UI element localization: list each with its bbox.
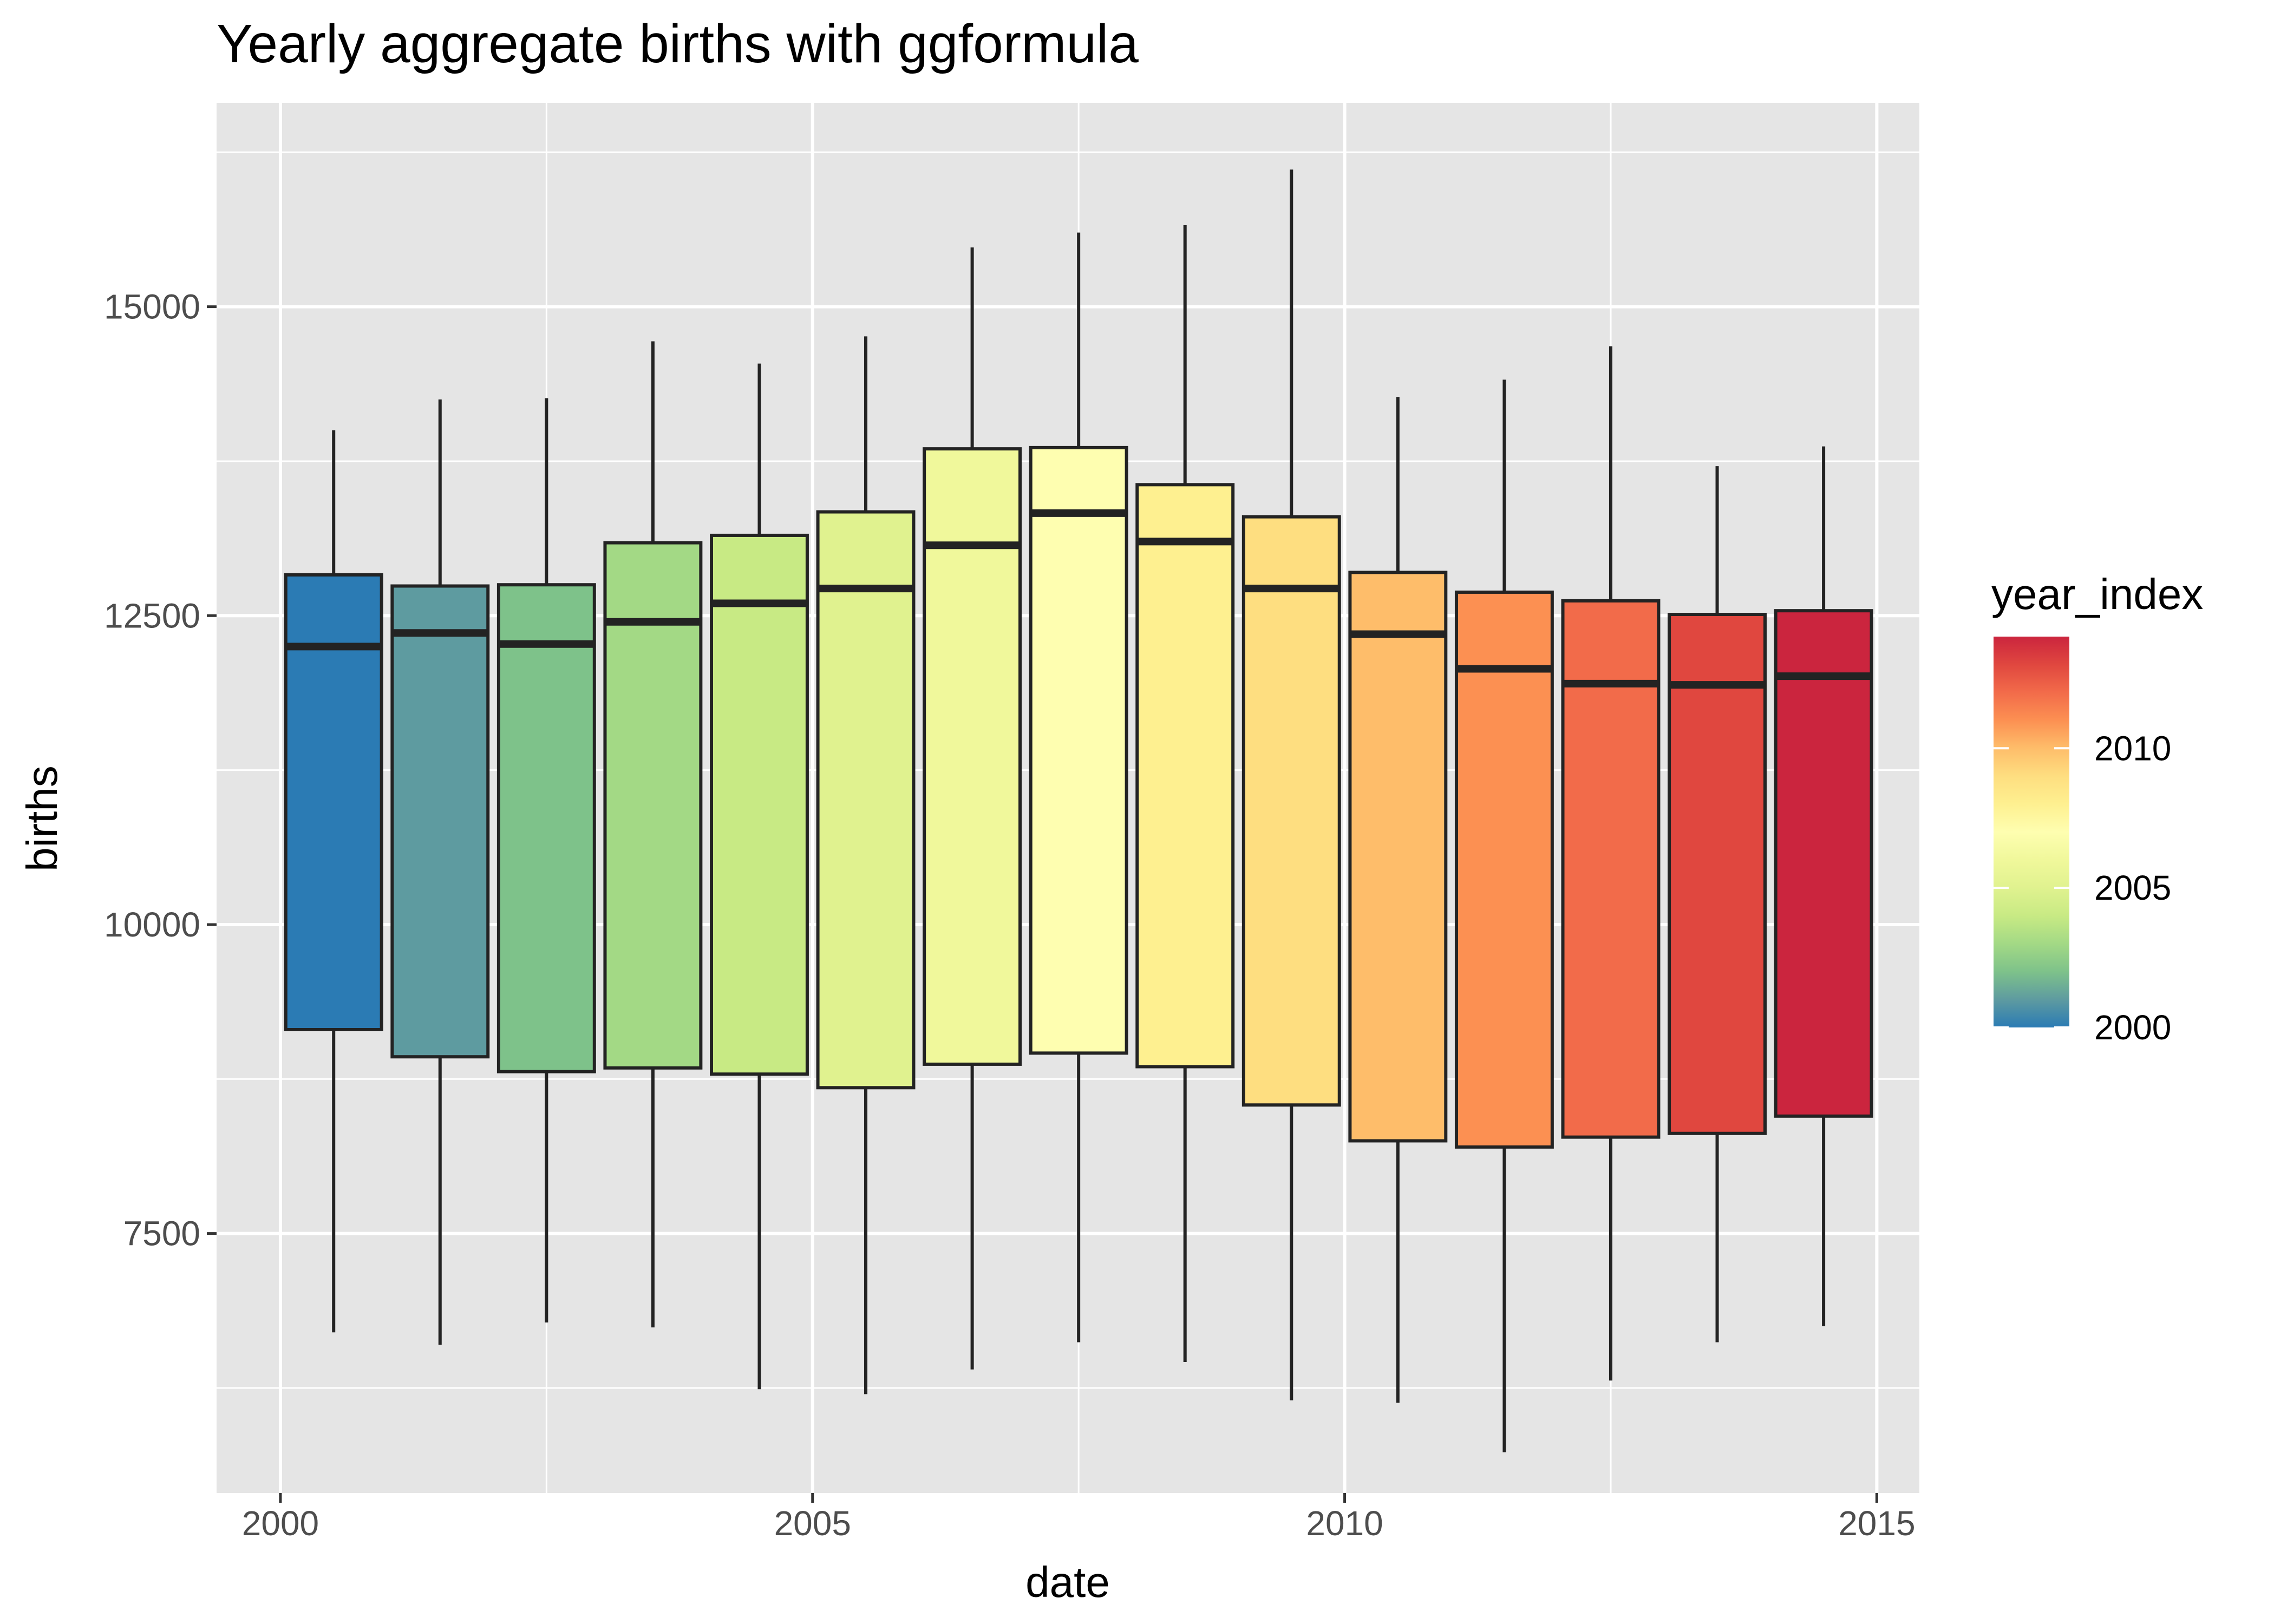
chart-title: Yearly aggregate births with ggformula: [217, 14, 1139, 74]
x-tick-label: 2015: [1838, 1504, 1915, 1543]
x-axis-title: date: [1025, 1558, 1110, 1606]
boxplot-2013: [1668, 466, 1767, 1343]
color-legend: year_index 2000 2005 2010: [1991, 570, 2203, 1047]
box: [816, 510, 916, 1090]
x-tick-label: 2000: [242, 1504, 319, 1543]
legend-ticks: 2000 2005 2010: [1994, 729, 2171, 1047]
y-axis: 7500 10000 12500 15000: [104, 287, 217, 1253]
y-tick-label: 15000: [104, 287, 200, 326]
boxplot-2007: [1029, 232, 1128, 1343]
box: [1561, 599, 1661, 1139]
boxplot-2004: [710, 363, 809, 1390]
box: [1135, 483, 1235, 1069]
y-tick-label: 10000: [104, 905, 200, 944]
box: [1241, 515, 1341, 1107]
box: [1668, 613, 1767, 1135]
box: [390, 584, 490, 1059]
x-tick-label: 2005: [774, 1504, 851, 1543]
boxplot-2005: [816, 336, 916, 1394]
boxplot-2000: [284, 430, 383, 1333]
boxplot-2010: [1348, 397, 1448, 1403]
box: [1454, 590, 1554, 1149]
boxplot-2008: [1135, 225, 1235, 1363]
y-tick-label: 12500: [104, 596, 200, 635]
box: [496, 583, 596, 1073]
y-axis-title: births: [18, 765, 66, 872]
boxplot-2012: [1561, 346, 1661, 1381]
legend-label: 2000: [2094, 1008, 2171, 1047]
x-axis: 2000 2005 2010 2015: [242, 1493, 1916, 1543]
boxplots: [284, 169, 1873, 1452]
box: [1029, 446, 1128, 1055]
boxplot-2009: [1241, 169, 1341, 1400]
box: [923, 447, 1022, 1066]
legend-label: 2005: [2094, 868, 2171, 907]
legend-title: year_index: [1991, 570, 2203, 618]
boxplot-2014: [1774, 446, 1873, 1326]
boxplot-2006: [923, 247, 1022, 1370]
boxplot-2003: [603, 341, 703, 1328]
x-tick-label: 2010: [1306, 1504, 1383, 1543]
legend-colorbar: [1994, 637, 2069, 1027]
box: [710, 533, 809, 1076]
boxplot-2001: [390, 399, 490, 1345]
legend-label: 2010: [2094, 729, 2171, 768]
y-tick-label: 7500: [123, 1214, 200, 1253]
boxplot-2002: [496, 398, 596, 1322]
box: [1348, 571, 1448, 1143]
boxplot-2011: [1454, 379, 1554, 1452]
box: [1774, 609, 1873, 1118]
box: [284, 573, 383, 1031]
box: [603, 541, 703, 1070]
